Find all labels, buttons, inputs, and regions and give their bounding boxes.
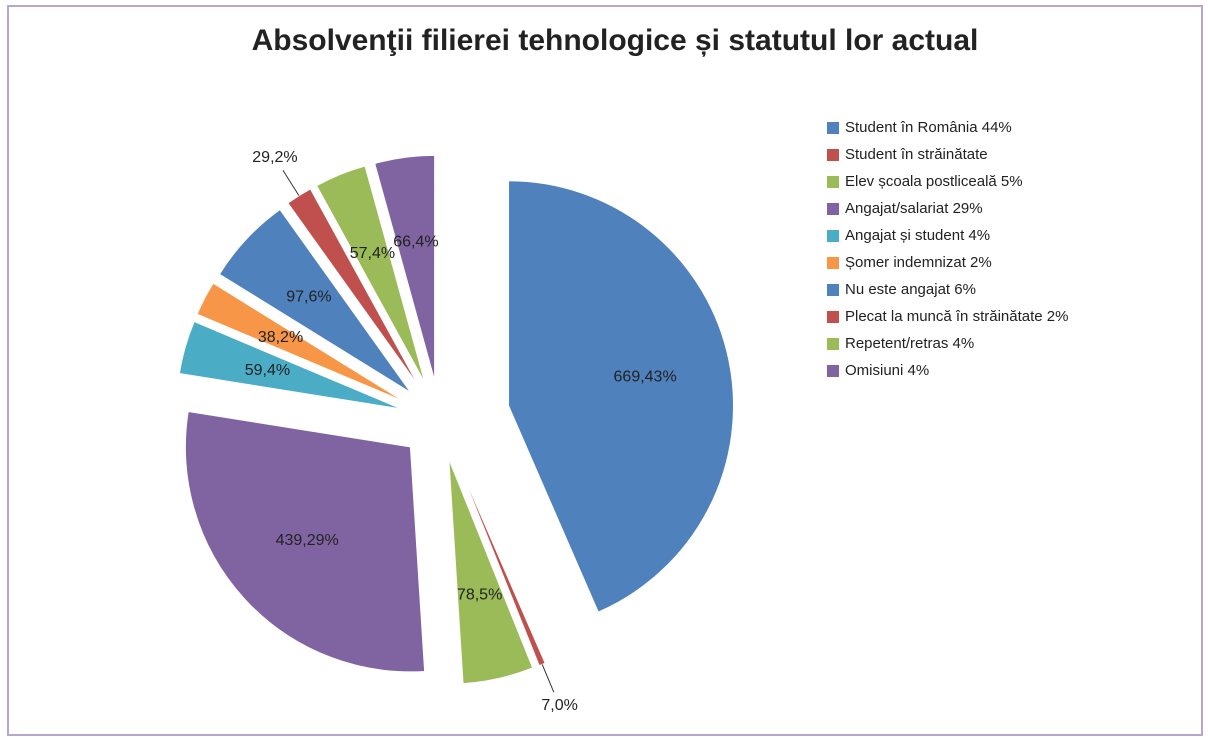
legend-label: Șomer indemnizat 2% xyxy=(845,254,992,271)
leader-line xyxy=(282,170,300,196)
pie-slice xyxy=(315,165,426,384)
pie-slice xyxy=(454,456,546,667)
pie-slice xyxy=(196,282,405,403)
legend-swatch xyxy=(827,122,839,134)
legend-swatch xyxy=(827,338,839,350)
legend-swatch xyxy=(827,365,839,377)
data-label: 97,6% xyxy=(286,289,331,306)
legend-label: Angajat/salariat 29% xyxy=(845,200,983,217)
legend-swatch xyxy=(827,230,839,242)
legend-label: Plecat la muncă în străinătate 2% xyxy=(845,308,1068,325)
data-label: 669,43% xyxy=(614,369,677,386)
pie-slice xyxy=(448,458,534,685)
data-label: 7,0% xyxy=(541,697,577,714)
legend-label: Repetent/retras 4% xyxy=(845,335,974,352)
pie-slice xyxy=(178,320,402,410)
data-label: 66,4% xyxy=(393,233,438,250)
data-label: 78,5% xyxy=(457,586,502,603)
pie-slice xyxy=(184,410,426,673)
legend-label: Elev școala postliceală 5% xyxy=(845,173,1023,190)
legend-label: Nu este angajat 6% xyxy=(845,281,976,298)
legend-swatch xyxy=(827,311,839,323)
legend-swatch xyxy=(827,176,839,188)
data-label: 57,4% xyxy=(350,245,395,262)
data-label: 38,2% xyxy=(258,329,303,346)
legend-label: Omisiuni 4% xyxy=(845,362,929,379)
pie-slice xyxy=(218,208,412,394)
chart-title: Absolvenţii filierei tehnologice și stat… xyxy=(252,24,979,57)
legend-swatch xyxy=(827,257,839,269)
pie-slice xyxy=(508,180,735,613)
legend-swatch xyxy=(827,203,839,215)
pie-slice xyxy=(374,154,436,381)
data-label: 29,2% xyxy=(252,149,297,166)
legend-label: Student în România 44% xyxy=(845,119,1012,136)
legend-swatch xyxy=(827,284,839,296)
legend-label: Student în străinătate xyxy=(845,146,988,163)
data-label: 439,29% xyxy=(276,532,339,549)
legend-swatch xyxy=(827,149,839,161)
legend-label: Angajat și student 4% xyxy=(845,227,990,244)
pie-slice xyxy=(287,188,420,387)
leader-line xyxy=(541,664,555,693)
data-label: 59,4% xyxy=(245,362,290,379)
